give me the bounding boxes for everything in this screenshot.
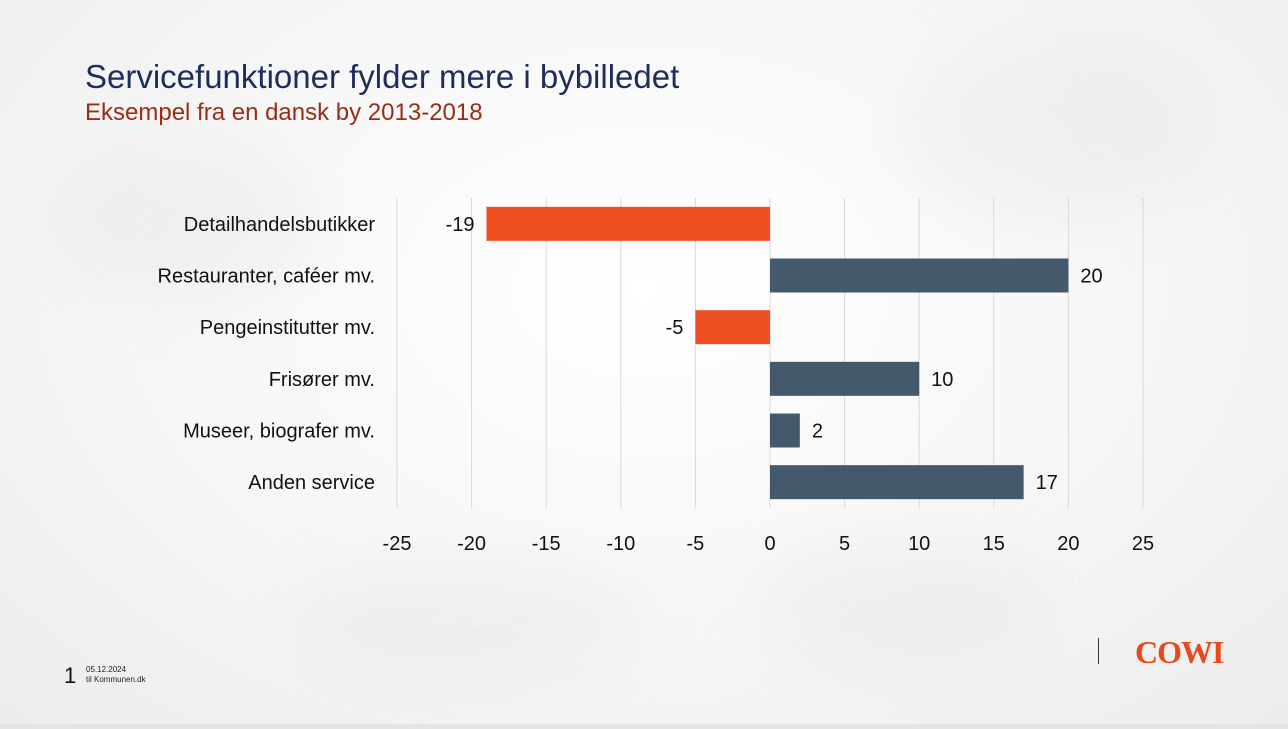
chart-gridlines bbox=[396, 198, 1144, 508]
x-tick-label: 25 bbox=[1132, 533, 1154, 555]
data-label: -5 bbox=[666, 317, 684, 339]
bar bbox=[770, 413, 800, 448]
data-label: 20 bbox=[1080, 266, 1102, 288]
footer-info: 05.12.2024 til Kommunen.dk bbox=[86, 665, 146, 685]
category-label: Detailhandelsbutikker bbox=[184, 214, 376, 236]
category-label: Pengeinstitutter mv. bbox=[200, 317, 375, 339]
bottom-bar bbox=[0, 724, 1288, 729]
x-tick-label: 5 bbox=[839, 533, 850, 555]
bar bbox=[486, 206, 770, 241]
data-label: 10 bbox=[931, 369, 953, 391]
bar bbox=[770, 465, 1024, 500]
x-tick-label: 20 bbox=[1057, 533, 1079, 555]
chart-category-labels: Detailhandelsbutikker Restauranter, cafée… bbox=[158, 214, 376, 494]
bar bbox=[770, 258, 1069, 293]
x-tick-label: 0 bbox=[764, 533, 775, 555]
cowi-logo: COWI bbox=[1135, 634, 1224, 670]
category-label: Anden service bbox=[248, 472, 375, 494]
slide-subtitle: Eksempel fra en dansk by 2013-2018 bbox=[85, 99, 483, 126]
x-tick-label: 10 bbox=[908, 533, 930, 555]
data-label: 2 bbox=[812, 421, 823, 443]
bar bbox=[770, 361, 920, 396]
category-label: Museer, biografer mv. bbox=[183, 421, 375, 443]
x-tick-label: -20 bbox=[457, 533, 486, 555]
slide-title: Servicefunktioner fylder mere i bybilled… bbox=[85, 58, 680, 95]
x-tick-label: -15 bbox=[532, 533, 561, 555]
data-label: 17 bbox=[1036, 472, 1058, 494]
chart-bars bbox=[486, 206, 1069, 500]
data-label: -19 bbox=[446, 214, 475, 236]
x-tick-label: -5 bbox=[687, 533, 705, 555]
page-number: 1 bbox=[64, 663, 77, 688]
chart-data-labels: -19 20 -5 10 2 17 bbox=[446, 214, 1103, 494]
x-tick-label: -25 bbox=[383, 533, 412, 555]
bar bbox=[695, 310, 770, 345]
x-tick-label: 15 bbox=[983, 533, 1005, 555]
footer-text: til Kommunen.dk bbox=[86, 675, 146, 684]
category-label: Frisører mv. bbox=[269, 369, 375, 391]
x-tick-label: -10 bbox=[606, 533, 635, 555]
category-label: Restauranter, caféer mv. bbox=[158, 266, 376, 288]
chart-x-tick-labels: -25 -20 -15 -10 -5 0 5 10 15 20 25 bbox=[383, 533, 1155, 555]
footer-date: 05.12.2024 bbox=[86, 665, 127, 674]
logo-divider bbox=[1098, 638, 1099, 664]
